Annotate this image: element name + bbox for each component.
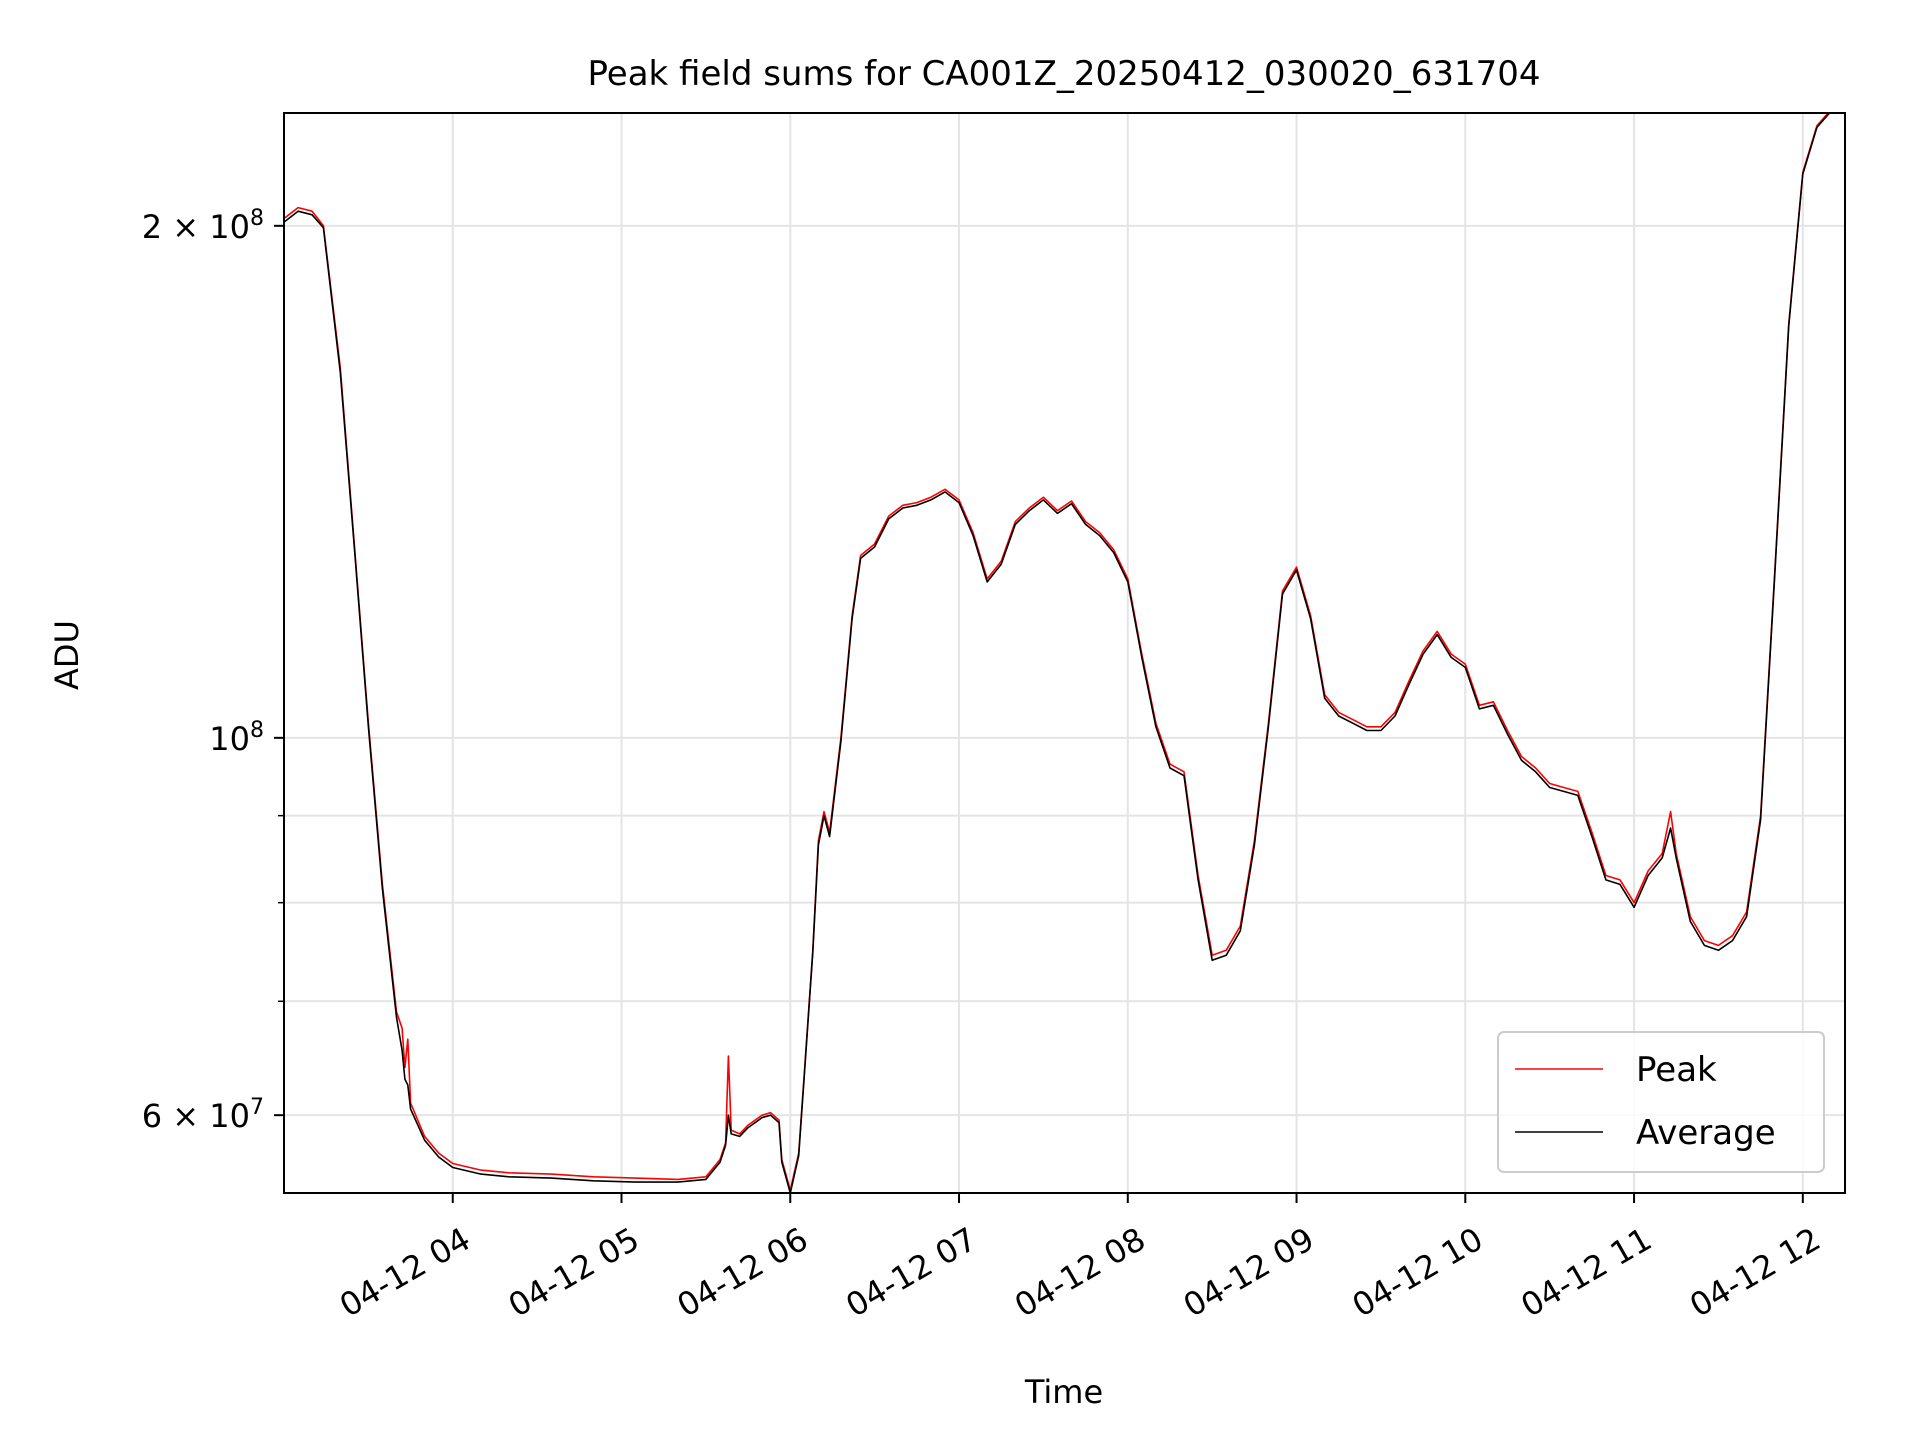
series-line-peak bbox=[284, 113, 1830, 1192]
plot-frame bbox=[283, 112, 1846, 1194]
x-axis-label: Time bbox=[1024, 1373, 1103, 1411]
y-tick-label: 108 bbox=[209, 718, 264, 758]
series-lines bbox=[284, 113, 1831, 1193]
y-tick-label: 6 × 107 bbox=[142, 1095, 264, 1135]
y-axis-label: ADU bbox=[48, 620, 86, 690]
chart-title: Peak field sums for CA001Z_20250412_0300… bbox=[588, 54, 1541, 94]
series-line-average bbox=[284, 113, 1831, 1193]
y-axis-ticks: 2 × 108 108 6 × 107 bbox=[142, 206, 284, 1135]
grid bbox=[284, 113, 1845, 1193]
legend: Peak Average bbox=[1497, 1031, 1825, 1173]
y-tick-label: 2 × 108 bbox=[142, 206, 264, 246]
legend-box bbox=[1497, 1031, 1825, 1173]
legend-label-peak: Peak bbox=[1636, 1050, 1717, 1090]
legend-label-average: Average bbox=[1636, 1113, 1776, 1153]
